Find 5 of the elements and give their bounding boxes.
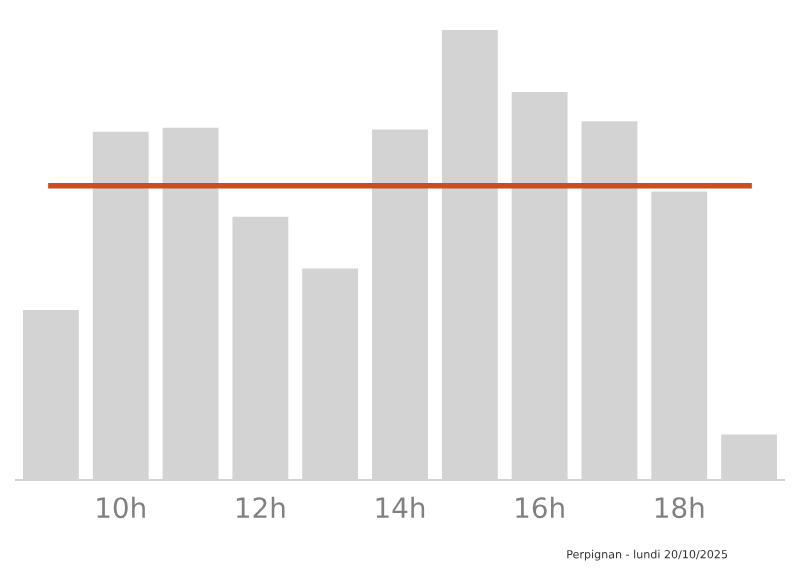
x-tick-label: 14h [376, 496, 425, 518]
x-tick-label: 10h [97, 496, 145, 519]
x-tick-label: 18h [655, 496, 704, 519]
x-tick-label: 16h [516, 496, 564, 519]
x-tick-label: 12h [236, 496, 285, 518]
